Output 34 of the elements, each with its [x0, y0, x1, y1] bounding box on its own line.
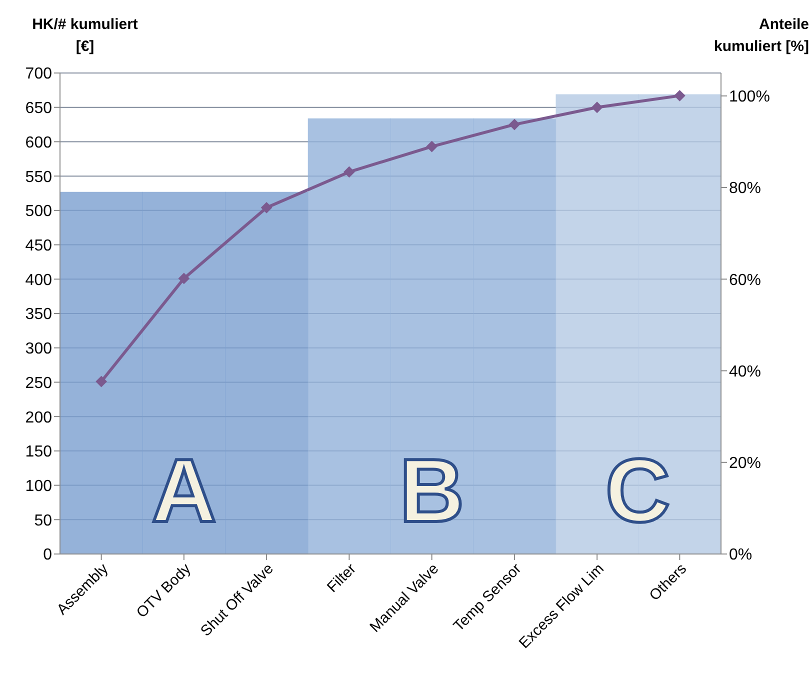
y-tick-label: 150	[25, 444, 52, 461]
point	[96, 376, 107, 388]
y2-tick-label: 60%	[729, 272, 762, 289]
point	[592, 102, 603, 113]
y-tick-label: 550	[25, 168, 52, 186]
y2-tick-label: 20%	[729, 455, 762, 472]
y-tick-label: 300	[25, 340, 52, 358]
annotation: A	[151, 441, 216, 542]
y-tick-label: 350	[25, 306, 52, 324]
y-tick-label: 400	[25, 272, 52, 289]
point	[344, 166, 355, 178]
point	[674, 90, 686, 102]
y2-tick-label: 0%	[729, 546, 752, 564]
annotation: B	[399, 441, 464, 542]
y2-tick-label: 40%	[729, 363, 762, 380]
y-axis-title: HK/# kumuliert [€]	[31, 15, 139, 57]
y-tick-label: 250	[25, 374, 52, 392]
point	[261, 202, 272, 214]
point	[178, 272, 190, 284]
y-tick-label: 600	[25, 134, 52, 152]
y-tick-label: 50	[34, 512, 52, 530]
y-tick-label: 100	[25, 478, 52, 495]
y-tick-label: 650	[25, 100, 52, 118]
point	[508, 119, 520, 130]
annotation: C	[605, 441, 670, 542]
y2-tick-label: 80%	[729, 180, 762, 198]
point	[426, 141, 438, 152]
y-tick-label: 450	[25, 237, 52, 254]
y2-axis-title: Anteile kumuliert [%]	[712, 15, 809, 57]
y-tick-label: 700	[25, 66, 52, 83]
y2-tick-label: 100%	[729, 88, 770, 106]
y-tick-label: 0	[43, 546, 52, 564]
y-tick-label: 200	[25, 409, 52, 426]
y-tick-label: 500	[25, 203, 52, 220]
